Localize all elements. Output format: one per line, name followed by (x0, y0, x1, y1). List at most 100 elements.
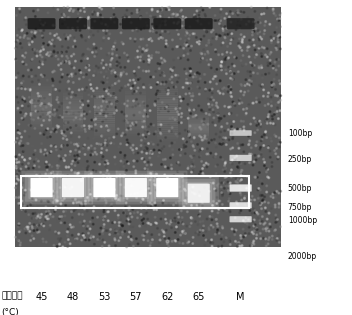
Bar (188, 117, 209, 120)
Point (103, 107, 109, 112)
Point (220, 141, 226, 146)
Point (39, 31, 45, 36)
Point (38, 28, 43, 33)
Point (272, 122, 278, 127)
Bar (157, 129, 178, 132)
Point (104, 158, 110, 163)
Bar (31, 89, 52, 92)
Point (160, 36, 165, 41)
Point (258, 138, 264, 143)
Point (191, 144, 196, 149)
Point (84, 159, 90, 164)
Point (144, 23, 150, 28)
Point (13, 39, 19, 44)
Point (220, 137, 226, 142)
Point (244, 111, 249, 116)
Point (200, 137, 206, 142)
Point (46, 162, 52, 167)
Point (78, 70, 84, 75)
Point (84, 24, 90, 29)
Point (215, 105, 221, 110)
Point (250, 100, 256, 106)
Point (39, 212, 44, 217)
Point (117, 88, 123, 93)
Point (218, 23, 224, 28)
Point (188, 66, 193, 71)
Point (84, 85, 89, 90)
Point (276, 18, 282, 23)
Point (230, 99, 236, 104)
Point (88, 82, 93, 87)
Point (214, 221, 220, 226)
Point (168, 183, 174, 188)
Point (187, 73, 193, 78)
Bar (125, 121, 146, 124)
Point (241, 174, 247, 179)
Point (268, 194, 274, 199)
Bar (125, 100, 146, 103)
Point (107, 100, 113, 105)
Point (14, 160, 20, 165)
Point (187, 123, 193, 129)
Point (264, 135, 270, 140)
Point (266, 210, 272, 215)
Point (91, 73, 96, 78)
Point (73, 123, 79, 128)
Point (103, 138, 108, 143)
Point (150, 237, 156, 242)
Point (48, 134, 53, 139)
Point (140, 197, 146, 202)
Bar (157, 89, 178, 92)
FancyBboxPatch shape (59, 18, 87, 29)
Point (258, 145, 263, 150)
Point (34, 49, 40, 54)
Point (106, 243, 112, 249)
Point (227, 208, 233, 213)
Point (184, 224, 190, 229)
Point (61, 5, 67, 10)
Point (74, 236, 80, 241)
Point (204, 216, 210, 221)
Point (175, 21, 180, 26)
Point (22, 114, 27, 119)
Bar (125, 133, 146, 136)
Point (13, 46, 18, 51)
Point (270, 117, 275, 122)
Point (169, 127, 174, 132)
Bar (157, 142, 178, 145)
Point (236, 164, 241, 169)
Point (122, 153, 128, 158)
Point (82, 88, 88, 93)
Point (17, 229, 22, 234)
Point (58, 146, 64, 152)
Point (204, 58, 210, 63)
Point (189, 169, 194, 175)
Point (191, 158, 196, 163)
Point (273, 13, 278, 18)
Point (245, 231, 250, 236)
Point (16, 160, 22, 165)
Point (220, 28, 226, 33)
Point (144, 43, 150, 48)
Point (199, 108, 204, 113)
Point (65, 173, 71, 178)
Point (199, 135, 204, 140)
Point (162, 29, 168, 34)
Point (210, 180, 216, 186)
Point (17, 140, 22, 146)
Point (193, 192, 198, 197)
Point (230, 126, 235, 131)
Point (13, 75, 19, 80)
Point (228, 76, 234, 81)
Point (250, 49, 256, 54)
Bar (31, 80, 52, 84)
Point (149, 38, 155, 43)
FancyBboxPatch shape (60, 176, 86, 199)
Point (226, 137, 232, 142)
Point (229, 94, 234, 99)
Point (47, 92, 53, 97)
Point (274, 219, 280, 224)
Point (108, 227, 113, 232)
Point (258, 84, 264, 89)
Point (52, 127, 58, 132)
